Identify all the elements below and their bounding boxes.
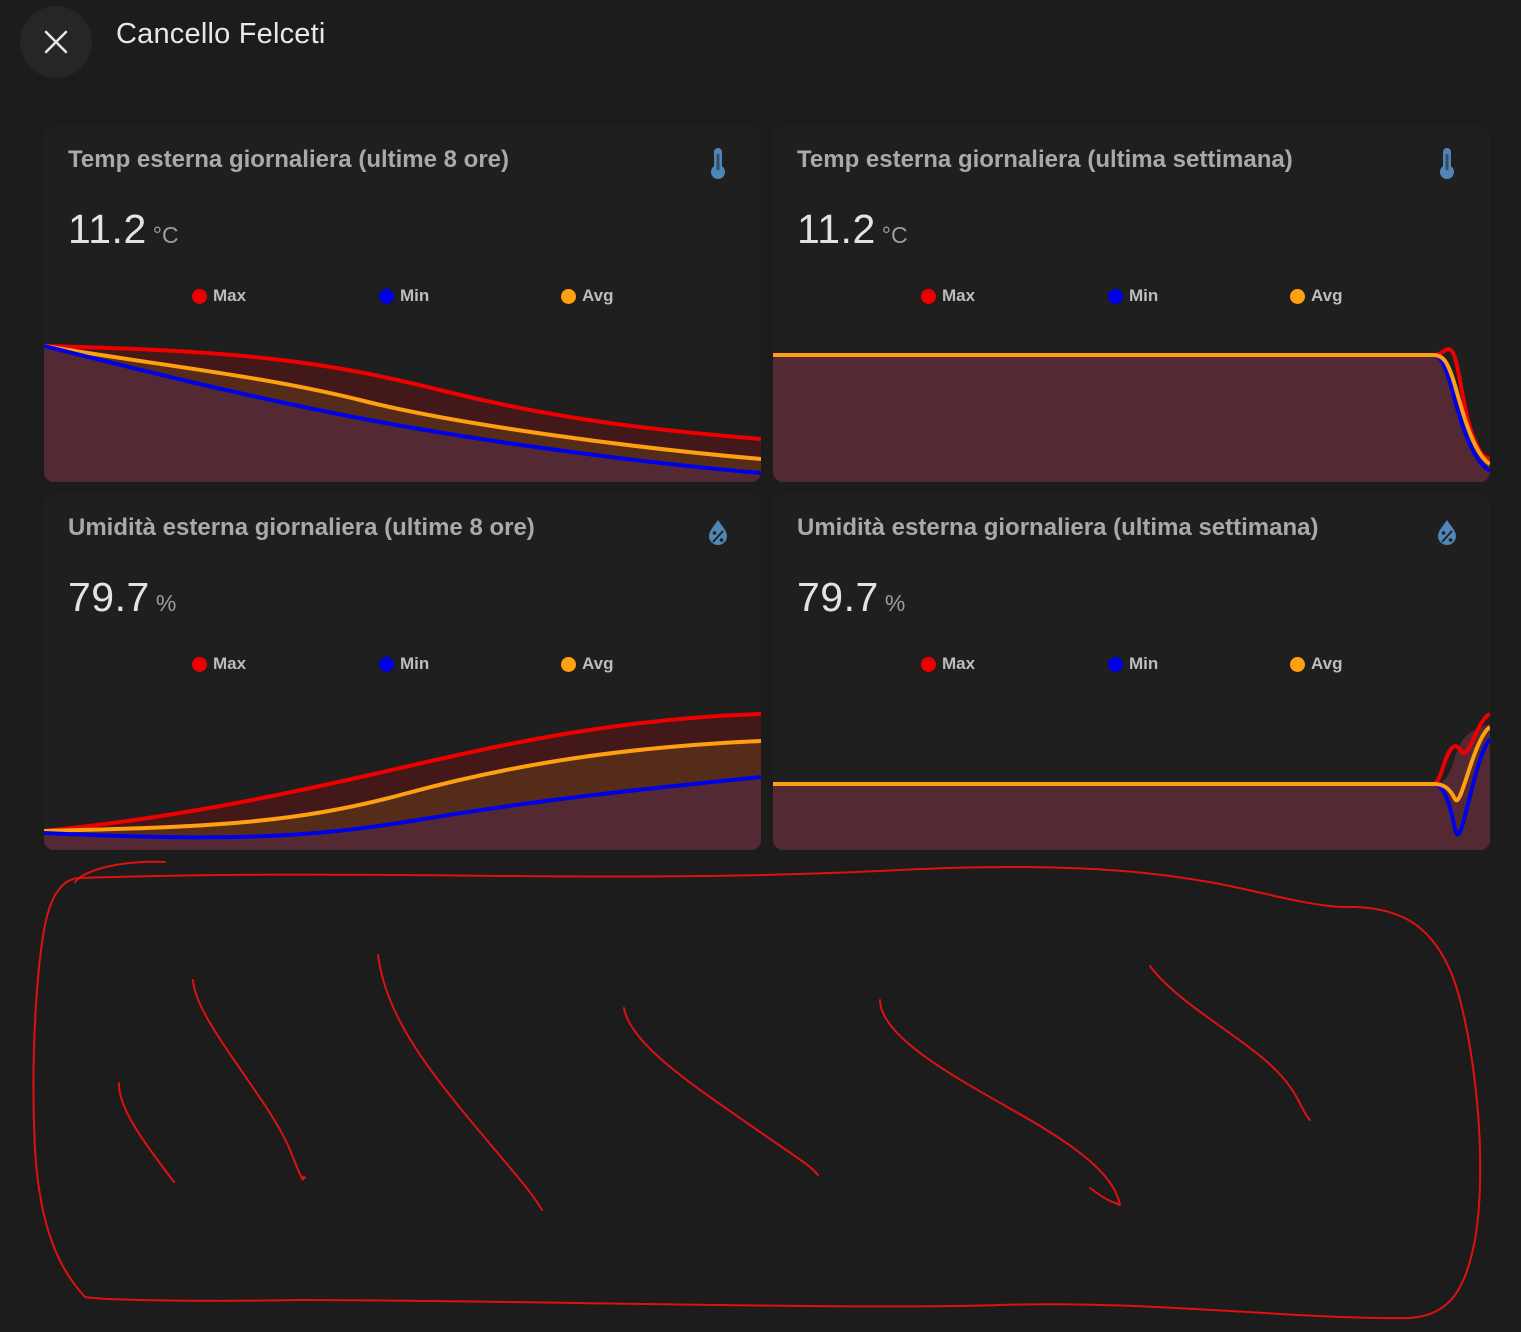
legend-item-min[interactable]: Min	[379, 654, 429, 674]
close-icon	[44, 30, 68, 54]
legend-item-max[interactable]: Max	[192, 654, 246, 674]
card-title: Temp esterna giornaliera (ultime 8 ore)	[68, 146, 510, 173]
legend-label: Max	[213, 286, 247, 305]
chart-legend: Max Min Avg	[44, 654, 761, 676]
dot-icon	[192, 288, 207, 304]
water-percent-icon	[1438, 520, 1456, 545]
legend-label: Avg	[582, 654, 614, 673]
water-percent-icon	[709, 520, 727, 545]
dot-icon	[1290, 656, 1305, 672]
legend-label: Avg	[582, 286, 614, 305]
min-area	[44, 346, 761, 482]
max-line	[44, 344, 761, 441]
legend-label: Min	[1129, 286, 1159, 305]
history-chart	[44, 712, 761, 850]
thermometer-icon	[1440, 148, 1454, 179]
legend-item-avg[interactable]: Avg	[1290, 654, 1343, 674]
max-line	[44, 712, 761, 833]
avg-line	[44, 344, 761, 461]
value-unit: %	[155, 590, 177, 616]
legend-label: Max	[942, 286, 976, 305]
dot-icon	[561, 288, 576, 304]
state-value: 11.2 °C	[797, 206, 908, 253]
value-unit: °C	[152, 222, 179, 248]
area-fill	[773, 355, 1490, 482]
value-number: 11.2	[68, 206, 147, 252]
avg-line	[44, 739, 761, 833]
legend-label: Avg	[1311, 654, 1343, 673]
value-number: 79.7	[797, 574, 879, 620]
chart-legend: Max Min Avg	[773, 286, 1490, 308]
dot-icon	[192, 656, 207, 672]
avg-line	[773, 353, 1490, 466]
legend-label: Min	[400, 286, 430, 305]
dialog-title: Cancello Felceti	[116, 18, 326, 50]
value-number: 79.7	[68, 574, 150, 620]
temp-8h-card[interactable]: Temp esterna giornaliera (ultime 8 ore) …	[44, 126, 761, 482]
value-unit: %	[884, 590, 906, 616]
min-line	[773, 737, 1490, 837]
state-value: 79.7 %	[797, 574, 905, 621]
state-value: 79.7 %	[68, 574, 176, 621]
legend-item-avg[interactable]: Avg	[1290, 286, 1343, 306]
legend-label: Avg	[1311, 286, 1343, 305]
max-line	[773, 712, 1490, 786]
legend-item-min[interactable]: Min	[1108, 286, 1158, 306]
legend-item-max[interactable]: Max	[192, 286, 246, 306]
dot-icon	[379, 656, 394, 672]
legend-item-max[interactable]: Max	[921, 286, 975, 306]
history-chart	[44, 344, 761, 482]
history-chart	[773, 712, 1490, 850]
humidity-8h-card[interactable]: Umidità esterna giornaliera (ultime 8 or…	[44, 494, 761, 850]
legend-label: Max	[213, 654, 247, 673]
legend-label: Min	[1129, 654, 1159, 673]
legend-item-min[interactable]: Min	[1108, 654, 1158, 674]
legend-label: Min	[400, 654, 430, 673]
close-button[interactable]	[20, 6, 92, 78]
humidity-week-card[interactable]: Umidità esterna giornaliera (ultima sett…	[773, 494, 1490, 850]
dot-icon	[1108, 656, 1123, 672]
area-fill	[773, 724, 1490, 850]
dot-icon	[921, 288, 936, 304]
dot-icon	[921, 656, 936, 672]
card-title: Umidità esterna giornaliera (ultima sett…	[797, 514, 1319, 541]
temp-week-card[interactable]: Temp esterna giornaliera (ultima settima…	[773, 126, 1490, 482]
legend-item-avg[interactable]: Avg	[561, 286, 614, 306]
card-title: Umidità esterna giornaliera (ultime 8 or…	[68, 514, 535, 541]
state-value: 11.2 °C	[68, 206, 179, 253]
chart-legend: Max Min Avg	[773, 654, 1490, 676]
dot-icon	[1108, 288, 1123, 304]
legend-item-max[interactable]: Max	[921, 654, 975, 674]
dialog-header: Cancello Felceti	[0, 0, 1521, 80]
value-unit: °C	[881, 222, 908, 248]
min-area	[44, 777, 761, 850]
legend-item-avg[interactable]: Avg	[561, 654, 614, 674]
dot-icon	[1290, 288, 1305, 304]
dot-icon	[379, 288, 394, 304]
chart-legend: Max Min Avg	[44, 286, 761, 308]
legend-label: Max	[942, 654, 976, 673]
dot-icon	[561, 656, 576, 672]
avg-line	[773, 725, 1490, 803]
value-number: 11.2	[797, 206, 876, 252]
card-title: Temp esterna giornaliera (ultima settima…	[797, 146, 1293, 173]
min-line	[44, 344, 761, 475]
thermometer-icon	[711, 148, 725, 179]
history-chart	[773, 347, 1490, 482]
legend-item-min[interactable]: Min	[379, 286, 429, 306]
min-line	[44, 775, 761, 840]
